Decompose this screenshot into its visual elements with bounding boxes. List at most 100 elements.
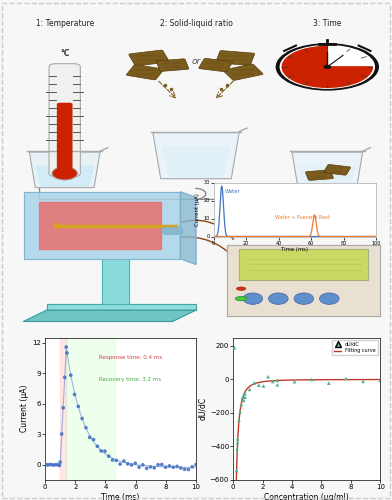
Ellipse shape: [243, 293, 263, 304]
Wedge shape: [282, 46, 372, 88]
X-axis label: Concentration (μg/ml): Concentration (μg/ml): [264, 493, 349, 500]
FancyBboxPatch shape: [163, 228, 182, 234]
Point: [242, 393, 248, 401]
Point: [113, 456, 120, 464]
Polygon shape: [36, 166, 93, 186]
Point: [234, 466, 240, 474]
Point: [234, 444, 240, 452]
Ellipse shape: [294, 293, 314, 304]
Point: [159, 460, 165, 468]
Y-axis label: dU/dC: dU/dC: [198, 397, 207, 420]
Text: °C: °C: [60, 49, 69, 58]
Polygon shape: [47, 304, 196, 310]
Point: [326, 379, 332, 387]
Point: [50, 461, 56, 469]
Point: [155, 460, 161, 468]
FancyBboxPatch shape: [216, 50, 255, 66]
Point: [105, 452, 112, 460]
Point: [125, 460, 131, 468]
Polygon shape: [227, 244, 380, 316]
FancyBboxPatch shape: [127, 64, 163, 80]
Point: [140, 461, 146, 469]
Point: [174, 462, 180, 470]
Point: [102, 447, 108, 455]
FancyBboxPatch shape: [129, 50, 169, 66]
Text: 3: Time: 3: Time: [313, 19, 341, 28]
Point: [54, 460, 60, 468]
Point: [52, 460, 58, 468]
Point: [185, 466, 192, 473]
Point: [274, 381, 280, 389]
Point: [237, 408, 243, 416]
Point: [170, 463, 176, 471]
Point: [240, 394, 246, 402]
Text: 2: Solid-liquid ratio: 2: Solid-liquid ratio: [160, 19, 232, 28]
Point: [128, 461, 134, 469]
Point: [94, 442, 100, 450]
Point: [260, 382, 267, 390]
Circle shape: [280, 46, 374, 88]
Point: [109, 456, 116, 464]
Point: [91, 436, 97, 444]
Point: [241, 396, 247, 404]
Point: [234, 438, 241, 446]
Point: [309, 376, 315, 384]
Circle shape: [324, 66, 330, 68]
Point: [132, 460, 138, 468]
Point: [121, 457, 127, 465]
Point: [256, 381, 262, 389]
Polygon shape: [39, 202, 161, 249]
Point: [46, 460, 52, 468]
Point: [60, 404, 66, 412]
Point: [56, 462, 63, 469]
Point: [251, 379, 258, 387]
FancyBboxPatch shape: [57, 102, 73, 173]
Point: [163, 463, 169, 471]
Point: [83, 424, 89, 432]
Point: [44, 461, 50, 469]
Point: [242, 390, 248, 398]
Polygon shape: [292, 152, 363, 188]
Point: [343, 374, 349, 382]
Bar: [66, 338, 114, 480]
Point: [98, 447, 104, 455]
FancyBboxPatch shape: [223, 64, 263, 80]
Point: [151, 464, 158, 472]
Text: or: or: [191, 57, 201, 66]
Point: [247, 386, 253, 394]
Point: [166, 462, 172, 470]
Ellipse shape: [52, 166, 77, 180]
Point: [265, 372, 271, 380]
Point: [58, 430, 65, 438]
Polygon shape: [29, 152, 100, 188]
Circle shape: [235, 296, 247, 301]
Point: [75, 402, 82, 410]
Point: [270, 378, 276, 386]
FancyBboxPatch shape: [199, 58, 232, 72]
Point: [360, 378, 366, 386]
Legend: dU/dC, Fitting curve: dU/dC, Fitting curve: [332, 340, 378, 355]
Text: Recovery time: 3.2 ms: Recovery time: 3.2 ms: [100, 377, 162, 382]
Point: [87, 434, 93, 442]
Point: [234, 435, 241, 443]
Y-axis label: Current (μA): Current (μA): [196, 193, 200, 226]
Point: [42, 460, 48, 468]
Point: [136, 463, 142, 471]
X-axis label: Time (ms): Time (ms): [281, 247, 309, 252]
Point: [64, 349, 70, 357]
FancyBboxPatch shape: [156, 59, 189, 72]
Point: [236, 416, 242, 424]
Polygon shape: [180, 192, 196, 264]
Point: [238, 400, 245, 408]
Point: [117, 460, 123, 468]
FancyBboxPatch shape: [324, 164, 350, 175]
Text: Water: Water: [225, 190, 241, 194]
Point: [274, 376, 280, 384]
Ellipse shape: [319, 293, 339, 304]
Polygon shape: [300, 166, 355, 186]
Point: [233, 489, 239, 497]
Polygon shape: [24, 192, 180, 259]
Circle shape: [276, 44, 378, 90]
Polygon shape: [239, 249, 368, 280]
Point: [231, 344, 238, 351]
